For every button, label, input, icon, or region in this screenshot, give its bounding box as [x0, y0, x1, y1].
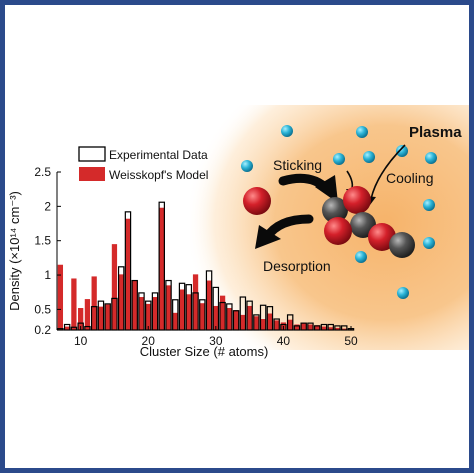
model-bar — [301, 323, 307, 330]
model-bar — [111, 244, 118, 330]
carbon-atom — [322, 197, 348, 223]
ion — [333, 153, 345, 165]
model-bar — [186, 294, 192, 330]
model-bar — [274, 320, 280, 330]
model-bar — [233, 310, 239, 330]
model-bar — [132, 280, 138, 330]
oxygen-atom — [343, 186, 371, 214]
ion — [241, 160, 253, 172]
model-bar — [219, 295, 226, 330]
model-bar — [267, 313, 273, 330]
legend-swatch-model — [79, 167, 105, 181]
model-bar — [328, 327, 334, 330]
y-axis-label: Density (×10¹⁴ cm⁻³) — [7, 191, 22, 311]
ion — [356, 126, 368, 138]
model-bar — [152, 297, 158, 330]
desorption-label: Desorption — [263, 258, 331, 274]
x-ticks: 10 20 30 40 50 — [74, 326, 358, 348]
x-tick-label: 50 — [344, 334, 358, 348]
model-bar — [145, 303, 151, 330]
ion — [281, 125, 293, 137]
model-bar — [321, 326, 327, 330]
model-bar — [138, 297, 145, 330]
figure-svg: Plasma Sticking Cooling — [7, 105, 469, 359]
legend-label-experimental: Experimental Data — [109, 148, 208, 162]
chart: 0.2 0.5 1 1.5 2 2.5 10 20 30 40 50 Cluster Size (… — [7, 146, 358, 359]
model-bar — [334, 327, 341, 330]
carbon-atom — [389, 232, 415, 258]
ion — [423, 199, 435, 211]
model-bar — [260, 319, 266, 330]
desorption-arrow — [255, 214, 314, 249]
model-bar — [192, 274, 199, 330]
model-bar — [98, 306, 104, 330]
y-tick-label: 1.5 — [34, 234, 51, 248]
plasma-inset: Plasma Sticking Cooling — [190, 105, 469, 350]
model-bar — [213, 305, 219, 330]
x-tick-label: 10 — [74, 334, 88, 348]
model-bar — [307, 324, 314, 330]
ion — [363, 151, 375, 163]
x-axis-label: Cluster Size (# atoms) — [140, 344, 269, 359]
y-tick-label: 2.5 — [34, 165, 51, 179]
model-bar — [84, 299, 91, 330]
plasma-label: Plasma — [409, 124, 462, 141]
model-bar — [341, 328, 347, 330]
model-bar — [287, 319, 293, 330]
model-bar — [172, 312, 178, 330]
model-bar — [105, 304, 111, 330]
model-bar — [199, 303, 205, 330]
model-bar — [91, 276, 97, 330]
ion — [425, 152, 437, 164]
ion — [396, 145, 408, 157]
x-tick-label: 40 — [277, 334, 291, 348]
model-bar — [165, 285, 172, 330]
model-bar — [78, 308, 84, 330]
y-tick-label: 0.5 — [34, 302, 51, 316]
model-bar — [118, 274, 124, 330]
model-bar — [294, 324, 300, 330]
ion — [423, 237, 435, 249]
oxygen-atom — [243, 187, 271, 215]
ion — [397, 287, 409, 299]
model-bar — [125, 218, 131, 330]
model-bar — [314, 325, 320, 330]
sticking-label: Sticking — [273, 157, 322, 173]
model-bar — [226, 308, 232, 330]
x-tick-label: 20 — [142, 334, 156, 348]
ions — [241, 125, 437, 299]
y-tick-label: 0.2 — [34, 323, 51, 337]
legend-label-model: Weisskopf's Model — [109, 168, 208, 182]
model-bar — [57, 264, 64, 330]
oxygen-atom — [324, 217, 352, 245]
x-tick-label: 30 — [209, 334, 223, 348]
y-tick-label: 1 — [44, 268, 51, 282]
model-bar — [71, 278, 77, 330]
y-tick-label: 2 — [44, 199, 51, 213]
model-bar — [159, 207, 165, 330]
legend-swatch-experimental — [78, 146, 106, 162]
sticking-arrow — [278, 173, 338, 203]
cooling-label: Cooling — [386, 170, 433, 186]
model-bar — [64, 326, 70, 330]
y-ticks: 0.2 0.5 1 1.5 2 2.5 — [34, 165, 61, 337]
model-bar — [240, 314, 246, 330]
legend: Experimental Data Weisskopf's Model — [78, 146, 208, 182]
oxygen-atom — [368, 223, 396, 251]
carbon-oxide-molecule — [322, 186, 415, 258]
ion — [355, 251, 367, 263]
model-bar — [246, 305, 253, 330]
model-bar — [206, 280, 212, 330]
model-bar — [253, 316, 260, 330]
model-bar — [179, 289, 185, 330]
model-bars — [57, 207, 354, 330]
